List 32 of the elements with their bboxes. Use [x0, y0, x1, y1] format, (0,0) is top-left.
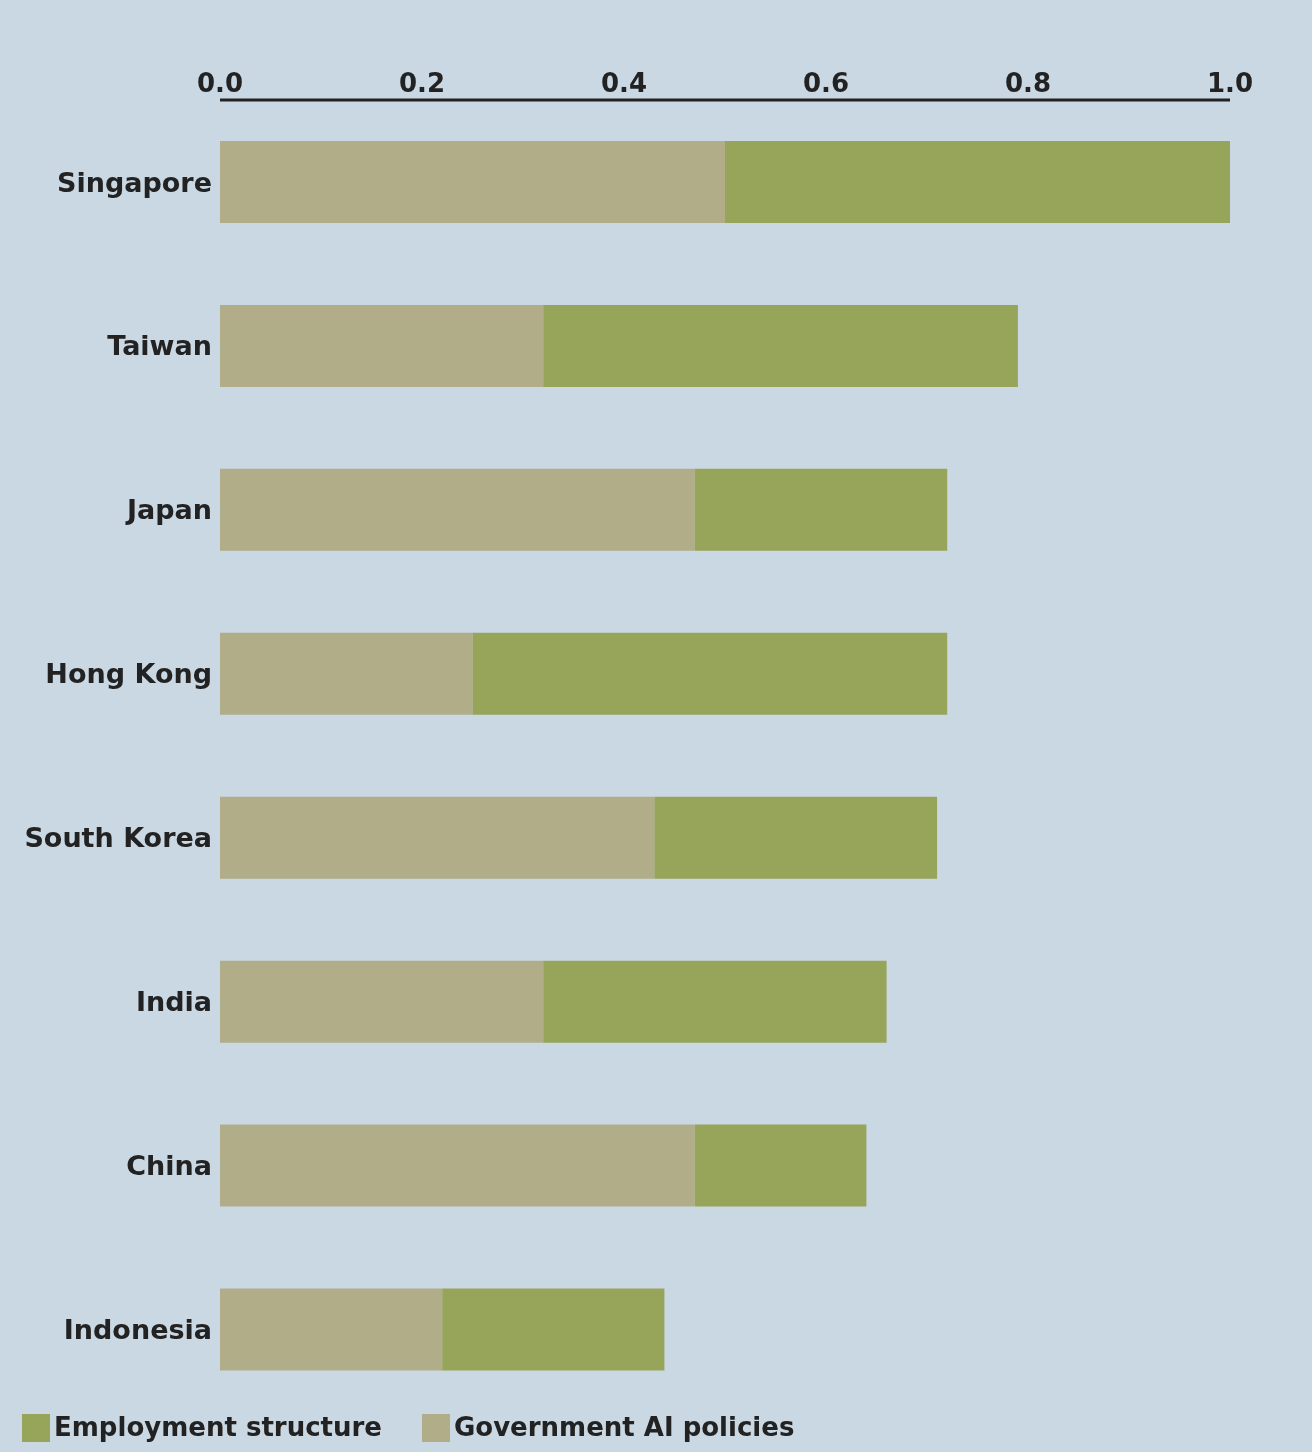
legend-label: Employment structure	[54, 1411, 382, 1442]
bar	[442, 1288, 665, 1371]
bar	[220, 140, 725, 223]
y-tick-label: Hong Kong	[45, 658, 212, 690]
bar	[472, 632, 948, 715]
bar	[543, 960, 887, 1043]
x-tick-label: 0.0	[196, 68, 244, 98]
y-tick-label: India	[135, 986, 212, 1018]
bar	[543, 304, 1018, 387]
bar	[220, 960, 544, 1043]
x-tick-label: 0.8	[1004, 68, 1052, 98]
y-tick-label: Japan	[124, 494, 212, 526]
x-tick-label: 0.2	[398, 68, 446, 98]
y-tick-label: Singapore	[57, 166, 212, 198]
bar	[694, 468, 948, 551]
bar	[220, 1288, 443, 1371]
y-tick-label: Taiwan	[107, 330, 212, 362]
bar	[220, 304, 544, 387]
bar	[220, 468, 695, 551]
y-tick-label: Indonesia	[63, 1314, 212, 1346]
bar	[220, 796, 655, 879]
bar	[725, 140, 1230, 223]
x-tick-label: 0.6	[802, 68, 850, 98]
x-tick-label: 0.4	[600, 68, 648, 98]
bar	[694, 1124, 867, 1207]
y-tick-label: South Korea	[24, 822, 212, 854]
x-tick-label: 1.0	[1206, 68, 1254, 98]
bar	[220, 1124, 695, 1207]
bar	[220, 632, 473, 715]
y-tick-label: China	[126, 1150, 212, 1182]
bar	[654, 796, 938, 879]
legend-label: Government AI policies	[453, 1411, 795, 1442]
